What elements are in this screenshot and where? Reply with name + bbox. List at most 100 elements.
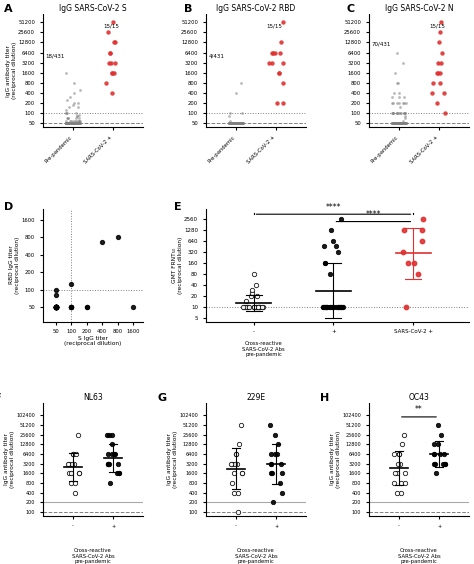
Point	[393, 108, 401, 117]
Point	[410, 259, 418, 268]
Point	[226, 118, 234, 127]
Point	[75, 110, 83, 119]
Point	[339, 302, 346, 311]
Point	[109, 430, 116, 439]
Point	[73, 118, 81, 127]
Point	[236, 440, 243, 449]
Point	[52, 302, 59, 311]
Point	[395, 118, 403, 127]
Point	[229, 118, 237, 127]
Point	[230, 118, 237, 127]
Point	[76, 118, 83, 127]
Title: OC43: OC43	[409, 393, 429, 402]
Point	[231, 118, 239, 127]
Point	[52, 302, 59, 311]
Point	[396, 118, 404, 127]
Point	[388, 118, 396, 127]
Y-axis label: IgG antibody titer
(reciprocal dilution): IgG antibody titer (reciprocal dilution)	[6, 42, 17, 99]
Point	[52, 302, 59, 311]
Point	[268, 58, 276, 67]
Point	[392, 118, 399, 127]
Point	[109, 38, 117, 47]
Point	[238, 118, 246, 127]
Point	[238, 469, 246, 478]
Point	[235, 118, 242, 127]
Point	[234, 118, 242, 127]
Point	[72, 118, 79, 127]
Point	[52, 302, 59, 311]
Point	[329, 237, 337, 246]
Point	[65, 118, 73, 127]
Point	[62, 108, 70, 117]
Point	[63, 118, 70, 127]
Point	[70, 118, 78, 127]
Point	[230, 118, 237, 127]
Point	[105, 430, 113, 439]
Point	[52, 302, 59, 311]
Point	[74, 116, 82, 125]
Point	[400, 116, 407, 125]
Point	[391, 479, 398, 488]
Point	[67, 279, 75, 288]
Title: IgG SARS-CoV-2 S: IgG SARS-CoV-2 S	[59, 5, 127, 14]
Point	[226, 118, 233, 127]
Point	[392, 469, 399, 478]
Point	[65, 118, 73, 127]
Point	[70, 118, 77, 127]
Point	[390, 118, 398, 127]
Point	[231, 118, 239, 127]
Point	[226, 118, 233, 127]
Point	[63, 118, 70, 127]
Point	[64, 118, 72, 127]
Point	[227, 118, 235, 127]
Point	[395, 108, 402, 117]
Point	[319, 302, 327, 311]
Text: Cross-reactive
SARS-CoV-2 Abs
pre-pandemic: Cross-reactive SARS-CoV-2 Abs pre-pandem…	[398, 548, 440, 564]
Point	[394, 118, 402, 127]
Point	[66, 118, 74, 127]
Point	[229, 118, 237, 127]
Point	[70, 78, 78, 87]
Point	[72, 118, 80, 127]
Point	[67, 116, 74, 125]
Point	[226, 118, 233, 127]
Point	[66, 118, 73, 127]
Point	[276, 479, 283, 488]
Point	[270, 498, 277, 507]
Point	[65, 103, 73, 112]
Point	[231, 118, 239, 127]
Point	[401, 118, 408, 127]
Point	[240, 302, 247, 311]
Point	[438, 18, 445, 27]
Point	[397, 488, 404, 497]
Point	[229, 118, 237, 127]
Point	[109, 68, 116, 77]
Point	[228, 118, 235, 127]
Text: 15/15: 15/15	[266, 23, 282, 28]
Point	[75, 118, 82, 127]
Point	[238, 118, 246, 127]
Point	[396, 118, 404, 127]
Point	[62, 118, 70, 127]
Point	[234, 118, 242, 127]
Point	[104, 459, 111, 468]
Point	[67, 302, 75, 311]
Point	[235, 118, 242, 127]
Point	[437, 58, 445, 67]
Point	[401, 118, 409, 127]
Point	[233, 118, 241, 127]
Point	[69, 450, 77, 459]
Point	[235, 118, 243, 127]
Point	[67, 302, 75, 311]
Point	[232, 118, 239, 127]
Point	[72, 118, 79, 127]
Point	[52, 302, 59, 311]
Point	[72, 114, 80, 123]
Point	[63, 114, 70, 123]
Point	[397, 118, 405, 127]
Point	[392, 118, 400, 127]
Point	[109, 440, 116, 449]
Point	[69, 118, 76, 127]
Point	[68, 118, 75, 127]
Point	[441, 108, 448, 117]
